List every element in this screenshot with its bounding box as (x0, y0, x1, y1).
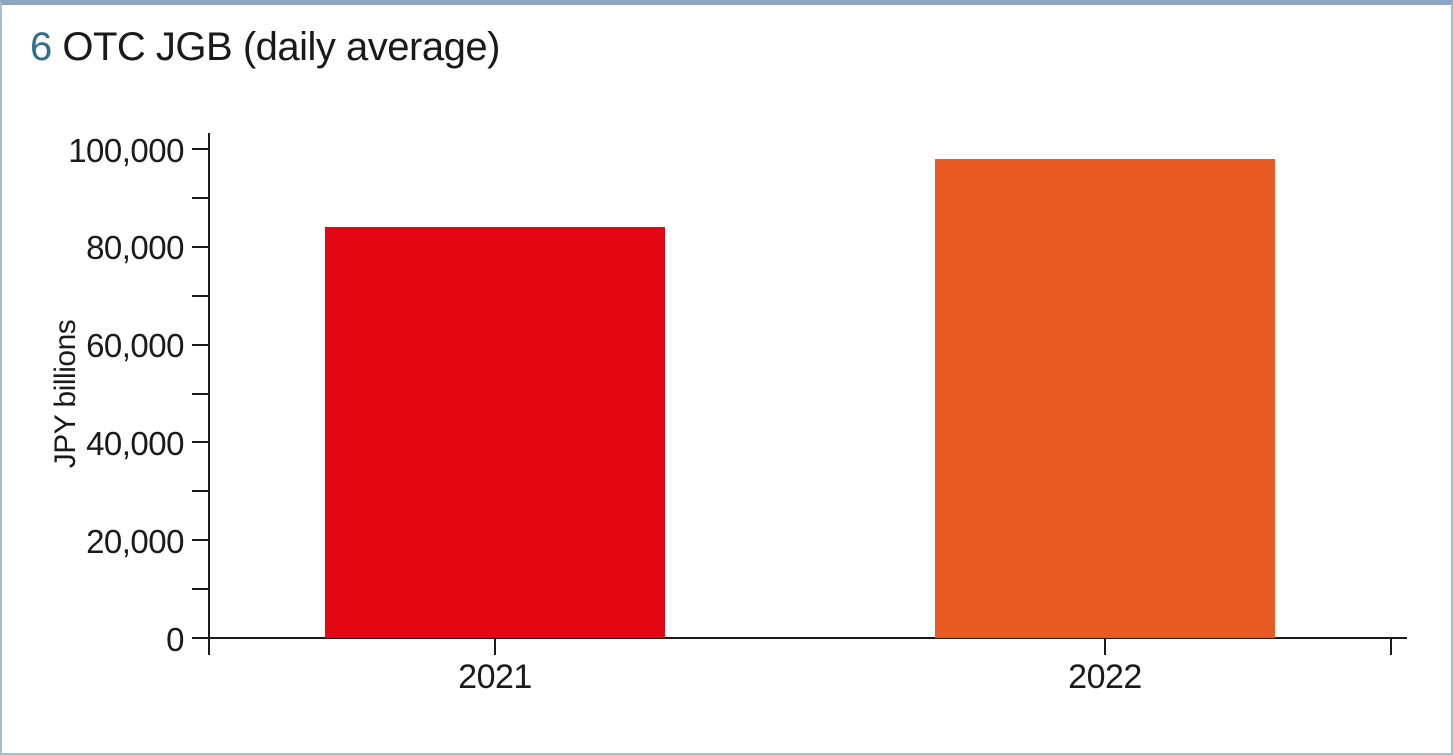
y-axis-tick (192, 148, 209, 150)
x-tick-label: 2021 (458, 658, 532, 696)
x-axis-tick (1104, 638, 1106, 655)
y-axis-tick (192, 343, 209, 346)
y-axis-tick (192, 392, 209, 395)
y-axis-title: JPY billions (49, 319, 82, 469)
y-axis-tick (192, 588, 209, 591)
y-tick-label: 60,000 (86, 327, 184, 365)
bar-2021 (324, 227, 666, 638)
y-axis-tick (192, 245, 209, 248)
y-axis-line (208, 133, 210, 655)
y-axis-tick (192, 539, 209, 542)
y-tick-label: 100,000 (68, 131, 184, 169)
y-tick-label: 80,000 (86, 229, 184, 267)
y-axis-tick (192, 196, 209, 199)
y-axis-tick (192, 294, 209, 297)
x-axis-tick (494, 638, 496, 655)
x-tick-label: 2022 (1068, 658, 1142, 696)
bar-chart-plot-area: 0 20,000 40,000 60,000 80,000 100,000 2021 2022 (2, 5, 1451, 753)
bar-2022 (934, 158, 1276, 638)
x-axis-line (209, 637, 1407, 639)
chart-title: 6 OTC JGB (daily average) (30, 25, 500, 69)
x-axis-end-tick (1390, 638, 1392, 655)
y-axis-tick (192, 490, 209, 493)
y-tick-label: 0 (166, 620, 184, 658)
y-tick-label: 40,000 (86, 424, 184, 462)
chart-title-text: OTC JGB (daily average) (62, 25, 500, 69)
y-axis-tick (192, 441, 209, 444)
y-tick-label: 20,000 (86, 522, 184, 560)
chart-title-number: 6 (30, 25, 52, 69)
y-axis-tick (192, 637, 209, 639)
